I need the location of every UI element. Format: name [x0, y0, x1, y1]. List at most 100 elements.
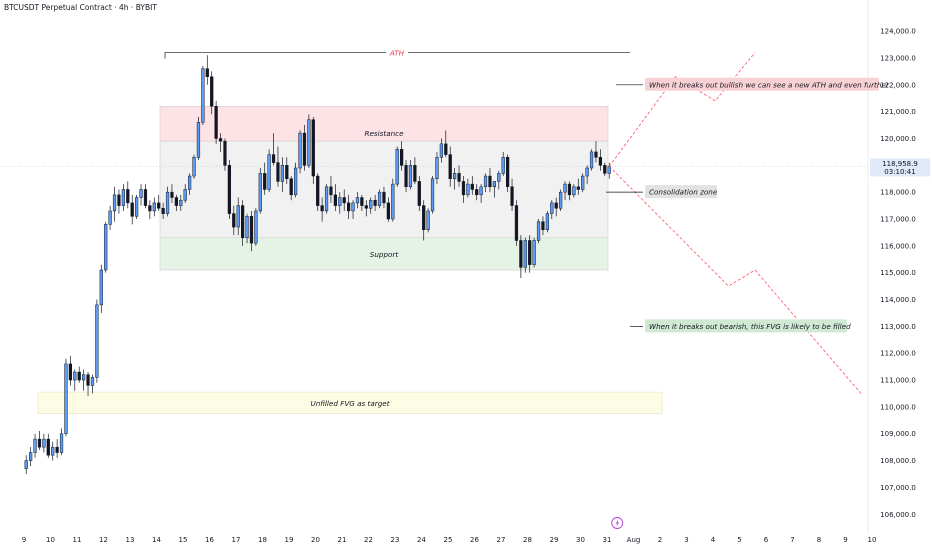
candle [170, 184, 174, 203]
bearish-note-bg [645, 319, 847, 333]
candle [104, 221, 108, 273]
candle [364, 200, 368, 217]
x-tick-label: 24 [417, 536, 426, 544]
candle-body [276, 162, 280, 182]
candle-body [400, 148, 404, 166]
candle-body [461, 181, 466, 196]
candle [506, 154, 510, 193]
candle-body [382, 191, 386, 204]
candle [483, 173, 488, 193]
candle [135, 194, 139, 219]
candle [42, 433, 46, 453]
candle-body [329, 186, 333, 196]
candle-body [519, 240, 523, 268]
candle-body [236, 205, 240, 228]
candles-layer [24, 55, 611, 474]
candle [342, 189, 346, 211]
candle [148, 200, 152, 219]
chart-title: BTCUSDT Perpetual Contract · 4h · BYBIT [4, 3, 157, 12]
candle-body [126, 189, 130, 204]
candle [139, 184, 143, 206]
candle [413, 157, 417, 185]
y-tick-label: 111,000.0 [880, 377, 916, 385]
candle [453, 168, 457, 190]
candle-body [386, 202, 390, 220]
candle [386, 197, 390, 222]
candle-body [413, 165, 417, 182]
candle [112, 186, 117, 222]
candle [130, 194, 134, 225]
candle-body [218, 138, 223, 142]
candle-body [157, 202, 161, 209]
candle-body [347, 202, 351, 212]
candle-body [377, 191, 382, 206]
candle-body [576, 186, 580, 190]
candle [90, 374, 95, 394]
y-tick-label: 122,000.0 [880, 81, 916, 89]
y-tick-label: 120,000.0 [880, 135, 916, 143]
candle-body [64, 363, 68, 434]
candle-body [439, 143, 443, 158]
resistance-zone [159, 105, 609, 142]
candle-body [506, 157, 510, 188]
x-tick-label: 10 [868, 536, 877, 544]
candle [294, 162, 298, 198]
fvg-label: Unfilled FVG as target [310, 399, 390, 408]
candle-body [104, 224, 108, 271]
candle-body [360, 197, 364, 206]
candle [152, 197, 156, 217]
candle [324, 184, 329, 214]
candle [271, 133, 276, 166]
candle [196, 117, 201, 160]
ath-label: ATH [389, 49, 405, 58]
candle-body [497, 173, 501, 182]
candle [382, 186, 386, 209]
candle [400, 141, 404, 171]
candle [572, 184, 576, 198]
bearish-projection [608, 166, 862, 394]
consolidation-note-bg [645, 185, 717, 199]
fvg-zone [37, 391, 663, 414]
y-tick-label: 124,000.0 [880, 28, 916, 36]
candle-body [183, 189, 187, 201]
y-tick-label: 115,000.0 [880, 269, 916, 277]
candle [210, 71, 214, 115]
candle-body [475, 189, 479, 196]
candle-body [59, 433, 64, 453]
y-tick-label: 109,000.0 [880, 430, 916, 438]
candle-body [404, 165, 408, 188]
candle-body [232, 213, 236, 228]
candle [68, 355, 72, 386]
candle-body [179, 199, 183, 206]
x-tick-label: 7 [790, 536, 794, 544]
x-tick-label: 31 [603, 536, 612, 544]
candle [59, 428, 64, 456]
candle-body [563, 183, 567, 193]
candle [316, 173, 320, 211]
candle [46, 433, 50, 458]
candle-body [510, 186, 514, 206]
candle-body [33, 438, 37, 453]
candle [223, 138, 227, 171]
candle-body [90, 377, 95, 386]
candle [488, 168, 492, 193]
candle [541, 216, 545, 236]
candle [492, 181, 496, 198]
candle [501, 151, 505, 177]
consolidation-note: Consolidation zone [649, 188, 718, 197]
candle-body [254, 210, 258, 244]
candle [311, 117, 315, 185]
candle [232, 205, 236, 236]
candle-body [528, 240, 532, 265]
candle [165, 186, 170, 217]
candle [188, 173, 192, 195]
y-tick-label: 113,000.0 [880, 323, 916, 331]
candle [470, 176, 474, 195]
candle-body [594, 151, 598, 158]
candle-body [205, 68, 209, 77]
candle-body [550, 202, 554, 214]
candle-body [581, 175, 585, 190]
candle-body [466, 183, 470, 196]
candle-body [316, 175, 320, 206]
